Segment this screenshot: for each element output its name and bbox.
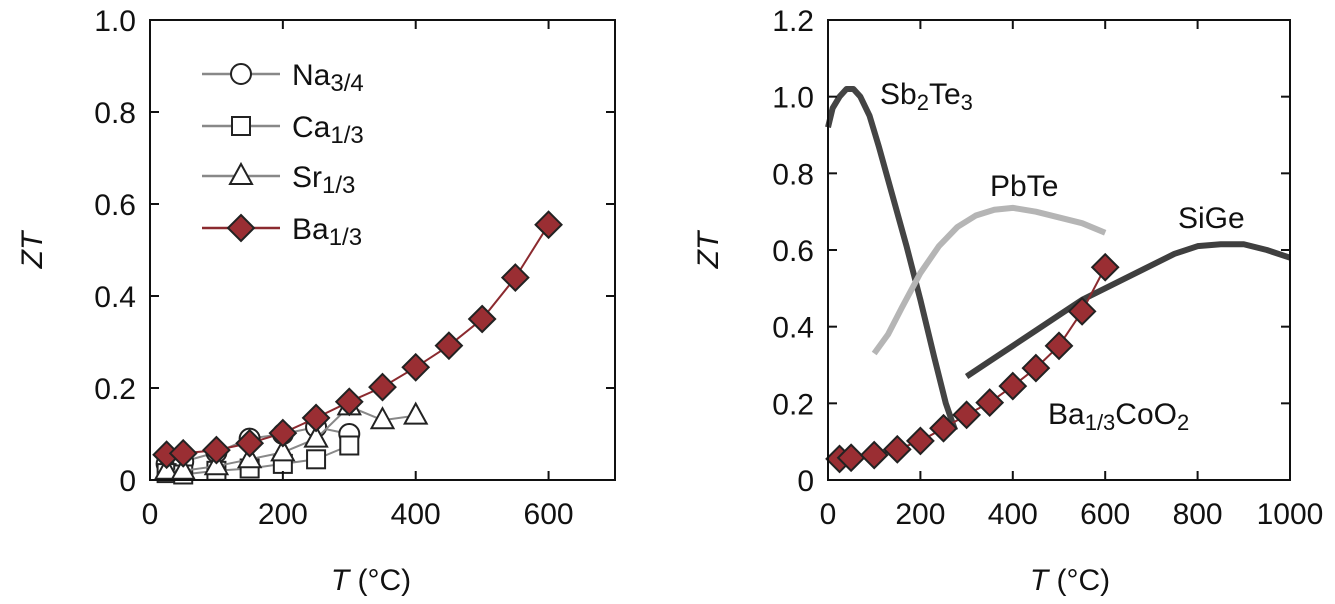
left-y-tick-label: 1.0 <box>94 5 136 38</box>
left-x-axis-title: T (°C) <box>331 564 411 597</box>
legend-label-ca: Ca1/3 <box>292 111 364 149</box>
right-y-tick-label: 0.8 <box>772 158 814 191</box>
right-y-tick-label: 0 <box>797 465 814 498</box>
right-point-ba1-3coo2 <box>836 443 866 473</box>
right-point-ba1-3coo2 <box>998 371 1028 401</box>
right-point-ba1-3coo2 <box>929 413 958 443</box>
legend-label-sr: Sr1/3 <box>292 161 355 199</box>
legend: Na3/4 Ca1/3 Sr1/3 Ba1/3 <box>202 59 364 251</box>
right-y-tick-label: 0.4 <box>772 312 814 345</box>
legend-label-na: Na3/4 <box>292 59 364 97</box>
left-x-tick-label: 400 <box>391 498 441 531</box>
left-y-tick-label: 0.8 <box>94 97 136 130</box>
right-point-ba1-3coo2 <box>1021 353 1051 383</box>
left-plot-frame <box>149 19 616 481</box>
annotation-sige: SiGe <box>1178 202 1245 235</box>
left-y-tick-label: 0.4 <box>94 281 136 314</box>
left-point-sr1-3 <box>270 438 296 462</box>
annotation-pbte: PbTe <box>990 170 1058 203</box>
left-series-line-ba1-3 <box>166 224 550 456</box>
left-point-ba1-3 <box>235 428 265 458</box>
right-y-tick-label: 0.2 <box>772 388 814 421</box>
right-point-ba1-3coo2 <box>1044 331 1074 361</box>
left-point-ba1-3 <box>401 352 431 382</box>
right-ticks: 0 200 400 600 800 1000 0 0.2 0.4 0.6 0.8 1.0 1.2 <box>772 5 1323 531</box>
left-ticks: 0 200 400 600 0 0.2 0.4 0.6 0.8 1.0 <box>94 5 615 531</box>
left-point-ba1-3 <box>168 438 198 468</box>
left-data-layer <box>152 210 563 485</box>
right-x-axis-unit: (°C) <box>1048 564 1110 597</box>
left-point-ba1-3 <box>368 372 397 402</box>
right-x-tick-label: 800 <box>1173 498 1223 531</box>
legend-marker-circle-icon <box>230 63 252 85</box>
right-point-ba1-3coo2 <box>882 434 912 464</box>
left-point-ba1-3 <box>500 263 530 293</box>
right-point-ba1-3coo2 <box>1090 252 1120 282</box>
right-x-tick-label: 200 <box>895 498 945 531</box>
right-x-axis-title: T (°C) <box>1030 564 1110 597</box>
left-chart-panel: 0 200 400 600 0 0.2 0.4 0.6 0.8 1.0 ZT T (°C) Na3… <box>16 5 616 597</box>
left-y-tick-label: 0.6 <box>94 189 136 222</box>
right-curve-sige <box>964 241 1291 379</box>
right-y-axis-title: ZT <box>692 229 725 269</box>
right-y-tick-label: 1.2 <box>772 5 814 38</box>
right-x-tick-label: 0 <box>820 498 837 531</box>
left-y-tick-label: 0 <box>119 465 136 498</box>
right-point-ba1-3coo2 <box>1067 296 1097 326</box>
right-data-layer <box>825 86 1291 474</box>
left-point-ca1-3 <box>339 435 360 456</box>
right-point-ba1-3coo2 <box>952 400 982 430</box>
left-point-ba1-3 <box>534 210 563 240</box>
left-point-ba1-3 <box>268 418 298 448</box>
left-point-ba1-3 <box>334 387 364 417</box>
legend-label-ba: Ba1/3 <box>292 213 362 251</box>
right-x-tick-label: 1000 <box>1257 498 1324 531</box>
annotation-ba-coo2: Ba1/3CoO2 <box>1048 398 1189 435</box>
left-point-sr1-3 <box>303 424 329 448</box>
right-y-tick-label: 0.6 <box>772 235 814 268</box>
legend-entry-ca: Ca1/3 <box>202 111 364 149</box>
legend-entry-sr: Sr1/3 <box>202 161 355 199</box>
legend-marker-square-icon <box>231 116 251 136</box>
right-point-ba1-3coo2 <box>975 388 1005 417</box>
left-y-tick-label: 0.2 <box>94 373 136 406</box>
right-point-ba1-3coo2 <box>905 426 935 456</box>
annotation-sb2te3: Sb2Te3 <box>880 78 973 115</box>
left-point-sr1-3 <box>369 406 396 430</box>
legend-marker-triangle-icon <box>228 161 254 185</box>
right-y-tick-label: 1.0 <box>772 82 814 115</box>
left-x-axis-var: T <box>331 564 352 597</box>
left-x-tick-label: 0 <box>142 498 159 531</box>
right-point-ba1-3coo2 <box>859 440 889 470</box>
left-point-ba1-3 <box>301 403 331 433</box>
left-x-tick-label: 600 <box>524 498 574 531</box>
legend-entry-ba: Ba1/3 <box>202 213 362 251</box>
left-point-ba1-3 <box>202 435 231 465</box>
legend-marker-diamond-icon <box>226 213 256 243</box>
right-curve-sb2te3 <box>825 86 958 432</box>
right-curve-pbte <box>871 204 1107 356</box>
right-x-tick-label: 600 <box>1080 498 1130 531</box>
legend-entry-na: Na3/4 <box>202 59 364 97</box>
left-point-sr1-3 <box>403 401 429 425</box>
right-x-axis-var: T <box>1030 564 1051 597</box>
left-y-axis-title: ZT <box>16 229 49 269</box>
left-point-ba1-3 <box>467 304 497 334</box>
left-point-ca1-3 <box>306 449 327 470</box>
left-point-sr1-3 <box>170 456 196 480</box>
left-x-axis-unit: (°C) <box>349 564 411 597</box>
left-x-tick-label: 200 <box>258 498 308 531</box>
right-x-tick-label: 400 <box>988 498 1038 531</box>
left-point-ba1-3 <box>434 331 464 361</box>
